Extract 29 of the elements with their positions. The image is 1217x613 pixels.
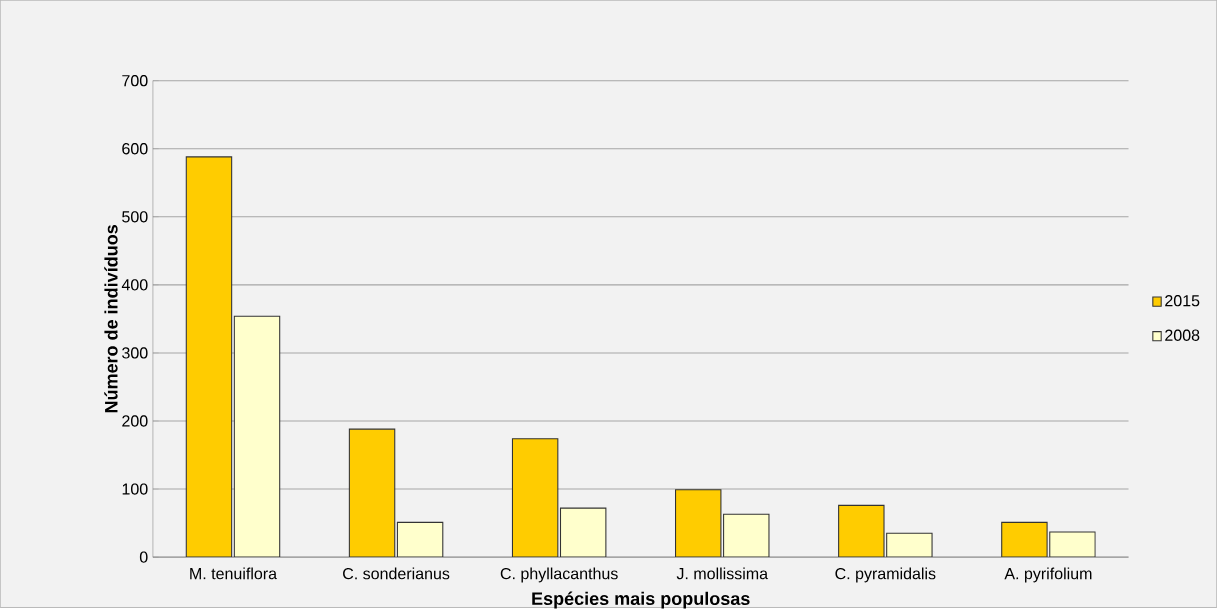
- x-tick-label: C. phyllacanthus: [500, 567, 618, 583]
- x-axis-title: Espécies mais populosas: [532, 591, 750, 609]
- y-tick-label: 700: [122, 75, 148, 87]
- bar: [723, 513, 770, 558]
- y-tick-label: 400: [121, 279, 148, 291]
- bar: [675, 489, 722, 558]
- bar: [396, 521, 444, 558]
- legend-label: 2015: [1165, 295, 1200, 307]
- x-tick-label: J. mollissima: [676, 567, 769, 580]
- y-tick-label: 0: [139, 551, 148, 563]
- bar: [185, 156, 233, 558]
- bar: [838, 504, 885, 558]
- x-tick-label: M. tenuiflora: [190, 567, 278, 580]
- x-tick-label: A. pyrifolium: [1004, 567, 1092, 583]
- bar: [886, 532, 933, 558]
- bar: [559, 507, 607, 558]
- y-tick-label: 200: [122, 415, 148, 427]
- y-tick-label: 300: [122, 347, 148, 359]
- x-tick-label: C. sonderianus: [343, 567, 450, 580]
- x-tick-label: C. pyramidalis: [835, 567, 936, 583]
- y-tick-label: 100: [122, 483, 148, 495]
- bar: [511, 438, 559, 558]
- y-tick-label: 500: [122, 211, 148, 223]
- legend-label: 2008: [1165, 329, 1200, 341]
- bar: [233, 315, 281, 558]
- bar: [348, 428, 396, 558]
- bar: [1001, 521, 1048, 558]
- y-axis-title: Número de indivíduos: [104, 225, 118, 413]
- y-tick-label: 600: [122, 143, 148, 155]
